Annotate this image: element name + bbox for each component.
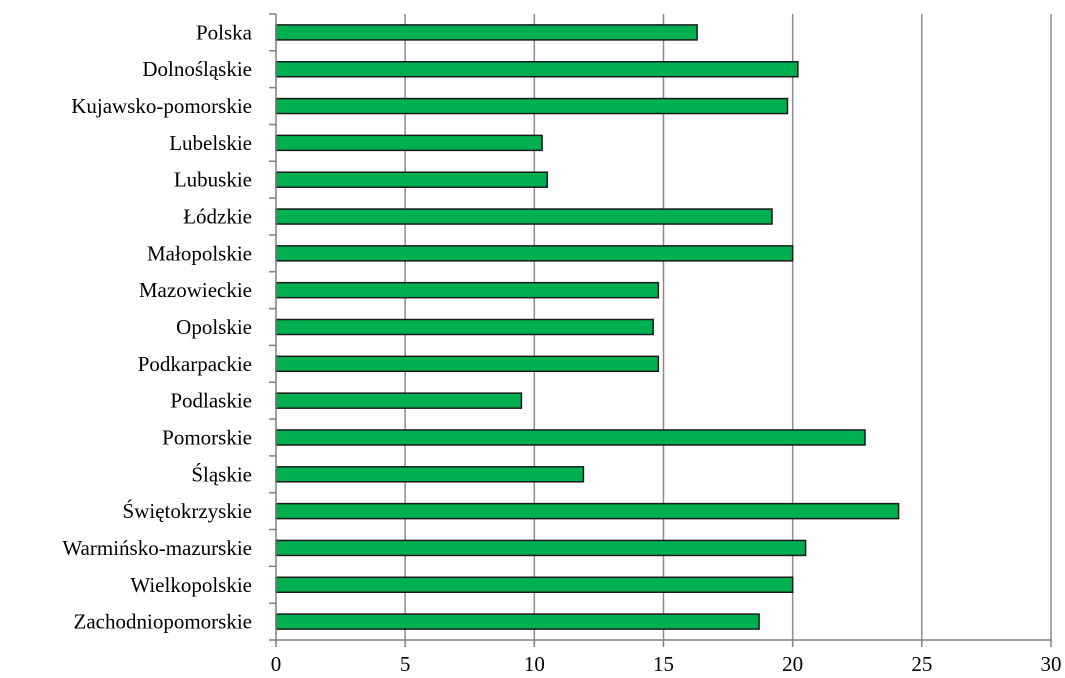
grid-lines (404, 14, 1052, 640)
bar-8 (275, 281, 660, 299)
category-label-2: Dolnośląskie (142, 57, 252, 81)
bar-7 (275, 245, 794, 262)
bar-12 (275, 429, 866, 446)
bar-17 (275, 613, 760, 630)
category-label-12: Pomorskie (162, 425, 252, 449)
category-label-10: Podkarpackie (138, 352, 252, 376)
axes (269, 13, 1052, 647)
x-tick-label-20: 20 (782, 652, 803, 676)
bar-11 (275, 392, 523, 409)
category-label-17: Zachodniopomorskie (74, 610, 252, 634)
category-label-5: Lubuskie (174, 168, 252, 192)
bar-1 (275, 24, 698, 41)
category-label-15: Warmińsko-mazurskie (62, 536, 252, 560)
bar-13 (275, 466, 585, 483)
category-labels: Polska Dolnośląskie Kujawsko-pomorskie Lube… (62, 20, 252, 633)
x-tick-label-15: 15 (653, 652, 674, 676)
tick-labels: 0 5 10 15 20 25 30 (271, 652, 1062, 676)
bar-5 (275, 171, 548, 188)
bar-9 (275, 318, 654, 336)
bar-6 (275, 208, 773, 225)
category-label-9: Opolskie (176, 315, 252, 339)
bar-14 (275, 502, 900, 520)
x-tick-label-5: 5 (400, 652, 411, 676)
bar-16 (275, 576, 794, 594)
bar-10 (275, 355, 660, 373)
category-label-7: Małopolskie (147, 241, 252, 265)
category-label-6: Łódzkie (183, 205, 252, 229)
bar-2 (275, 60, 799, 78)
category-label-13: Śląskie (191, 462, 252, 486)
category-label-11: Podlaskie (170, 389, 252, 413)
x-tick-label-10: 10 (524, 652, 545, 676)
category-label-4: Lubelskie (169, 131, 252, 155)
bars (275, 24, 900, 630)
category-label-1: Polska (196, 20, 253, 44)
category-label-8: Mazowieckie (139, 278, 252, 302)
category-label-16: Wielkopolskie (130, 573, 252, 597)
x-tick-label-0: 0 (271, 652, 282, 676)
bar-3 (275, 97, 789, 115)
category-label-14: Świętokrzyskie (123, 499, 252, 523)
x-tick-label-30: 30 (1041, 652, 1062, 676)
x-tick-label-25: 25 (911, 652, 932, 676)
category-label-3: Kujawsko-pomorskie (71, 94, 252, 118)
bar-15 (275, 539, 807, 557)
bar-4 (275, 134, 543, 152)
